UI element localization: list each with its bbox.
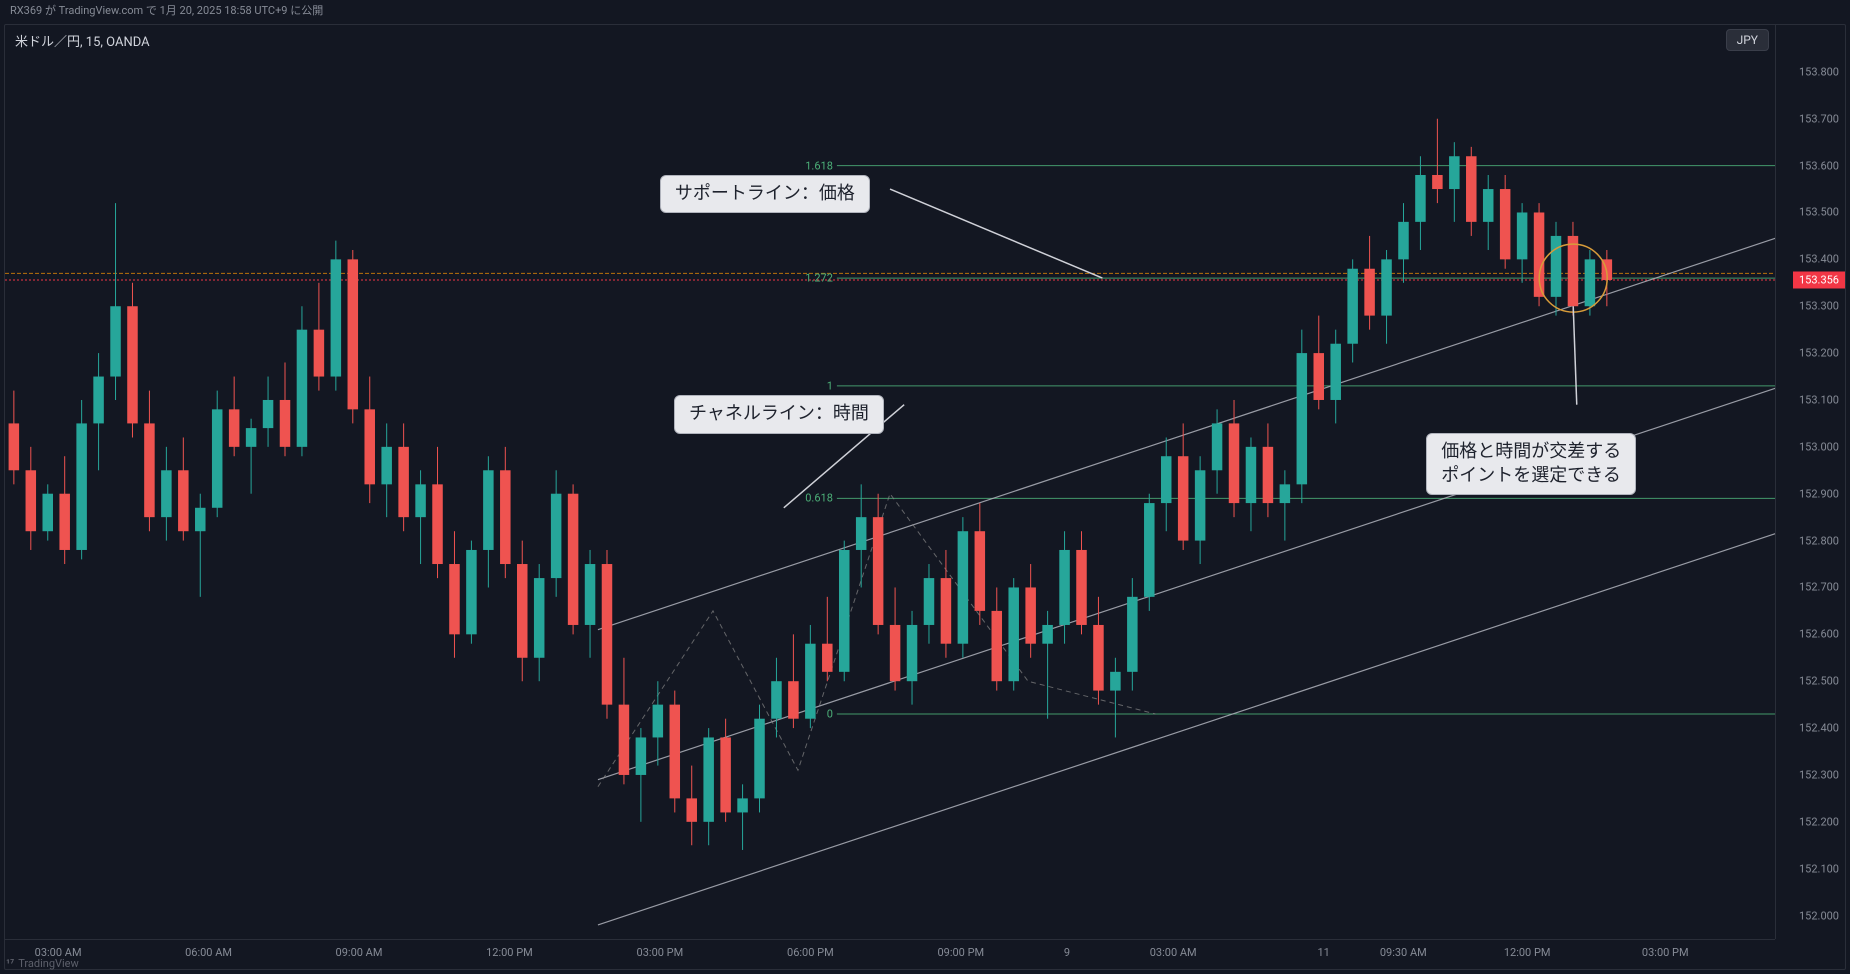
x-tick: 03:00 PM: [1642, 946, 1689, 959]
callout-support: サポートライン：価格: [660, 175, 870, 213]
x-tick: 06:00 AM: [185, 946, 232, 959]
y-tick: 152.000: [1799, 909, 1839, 922]
fib-label: 1: [827, 379, 833, 392]
x-tick: 03:00 AM: [1150, 946, 1197, 959]
y-tick: 152.400: [1799, 722, 1839, 735]
chart-container: 米ドル／円, 15, OANDA JPY 00.61811.2721.618サポ…: [4, 24, 1846, 970]
y-tick: 153.000: [1799, 440, 1839, 453]
x-tick: 09:30 AM: [1380, 946, 1427, 959]
x-tick: 9: [1064, 946, 1070, 959]
y-tick: 152.300: [1799, 768, 1839, 781]
y-tick: 152.800: [1799, 534, 1839, 547]
y-tick: 152.500: [1799, 675, 1839, 688]
fib-label: 0: [827, 708, 833, 721]
chart-plot[interactable]: 0 0.618 1 1.272 1.618 サポートライン：価格チャネルライン：時間価格と…: [5, 25, 1775, 939]
x-tick: 11: [1317, 946, 1329, 959]
y-tick: 152.100: [1799, 862, 1839, 875]
y-tick: 153.100: [1799, 393, 1839, 406]
x-tick: 03:00 PM: [637, 946, 684, 959]
y-tick: 152.600: [1799, 628, 1839, 641]
y-tick: 153.600: [1799, 159, 1839, 172]
brand-footer: ¹⁷ TradingView: [6, 957, 79, 970]
y-tick: 153.700: [1799, 112, 1839, 125]
current-price-tag: 153.356: [1793, 271, 1845, 288]
y-tick: 152.700: [1799, 581, 1839, 594]
y-axis[interactable]: 152.000 152.100 152.200 152.300 152.400 152.5…: [1775, 25, 1845, 939]
x-tick: 12:00 PM: [1504, 946, 1551, 959]
x-tick: 06:00 PM: [787, 946, 834, 959]
y-tick: 153.300: [1799, 300, 1839, 313]
callout-intersect: 価格と時間が交差するポイントを選定できる: [1426, 433, 1636, 496]
tradingview-logo-icon: ¹⁷: [6, 957, 14, 970]
x-tick: 09:00 PM: [937, 946, 984, 959]
callout-channel: チャネルライン：時間: [674, 395, 884, 433]
y-tick: 152.900: [1799, 487, 1839, 500]
fib-label: 1.272: [805, 272, 833, 285]
publish-title: RX369 が TradingView.com で 1月 20, 2025 18…: [0, 0, 1850, 20]
x-tick: 12:00 PM: [486, 946, 533, 959]
y-tick: 153.800: [1799, 65, 1839, 78]
y-tick: 152.200: [1799, 815, 1839, 828]
y-tick: 153.400: [1799, 253, 1839, 266]
y-tick: 153.500: [1799, 206, 1839, 219]
x-tick: 09:00 AM: [336, 946, 383, 959]
fib-label: 0.618: [805, 492, 833, 505]
x-axis[interactable]: 03:00 AM 06:00 AM 09:00 AM 12:00 PM 03:00 PM…: [5, 939, 1775, 969]
y-tick: 153.200: [1799, 347, 1839, 360]
fib-label: 1.618: [805, 159, 833, 172]
